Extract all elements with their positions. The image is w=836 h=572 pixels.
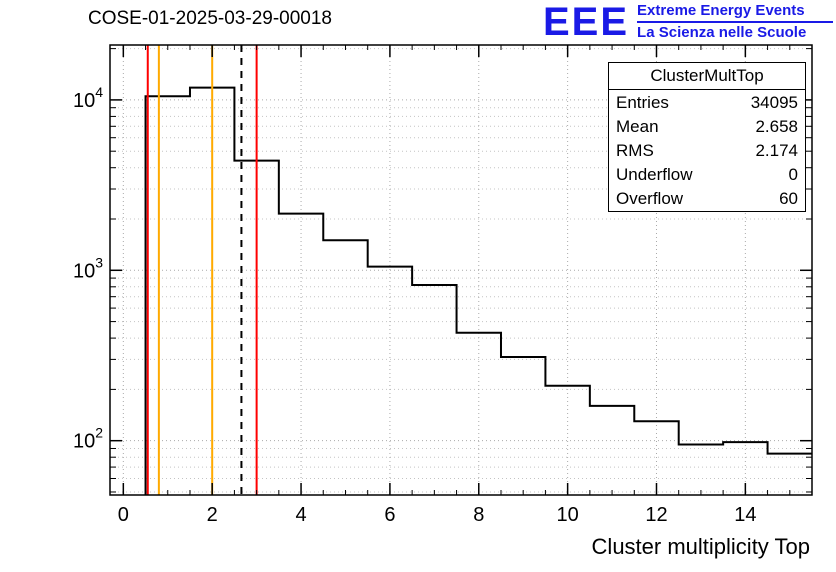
y-tick-labels: 102 103 104 bbox=[73, 84, 103, 453]
x-tick-label: 2 bbox=[207, 504, 218, 526]
stats-rows: Entries 34095 Mean 2.658 RMS 2.174 Underflow 0 O… bbox=[609, 90, 805, 210]
y-tick-label: 102 bbox=[73, 425, 103, 453]
eee-logo-separator bbox=[637, 21, 834, 23]
stat-value: 2.658 bbox=[755, 116, 798, 136]
eee-logo: EEE Extreme Energy Events La Scienza nel… bbox=[543, 0, 834, 44]
threshold-lines bbox=[146, 45, 258, 495]
stat-row: RMS 2.174 bbox=[616, 139, 798, 162]
page-title: COSE-01-2025-03-29-00018 bbox=[88, 8, 332, 29]
x-tick-label: 6 bbox=[384, 504, 395, 526]
y-tick-label: 104 bbox=[73, 84, 103, 112]
x-tick-label: 0 bbox=[118, 504, 129, 526]
x-tick-label: 4 bbox=[295, 504, 306, 526]
axis-ticks bbox=[110, 45, 812, 495]
stat-label: Mean bbox=[616, 116, 659, 136]
stat-value: 34095 bbox=[750, 92, 798, 112]
eee-logo-acronym: EEE bbox=[543, 0, 630, 44]
x-tick-label: 12 bbox=[645, 504, 667, 526]
stat-label: Overflow bbox=[616, 188, 684, 208]
stat-row: Underflow 0 bbox=[616, 163, 798, 186]
stat-row: Mean 2.658 bbox=[616, 115, 798, 138]
stat-value: 60 bbox=[779, 188, 798, 208]
x-tick-labels: 0 2 4 6 8 10 12 14 bbox=[118, 504, 757, 526]
stat-label: Underflow bbox=[616, 164, 693, 184]
grid bbox=[110, 45, 812, 495]
eee-logo-line2: La Scienza nelle Scuole bbox=[637, 24, 807, 41]
eee-logo-line1: Extreme Energy Events bbox=[637, 2, 805, 19]
x-tick-label: 8 bbox=[473, 504, 484, 526]
stat-row: Entries 34095 bbox=[616, 91, 798, 114]
stat-value: 2.174 bbox=[755, 140, 798, 160]
stat-label: Entries bbox=[616, 92, 669, 112]
stats-box: ClusterMultTop Entries 34095 Mean 2.658 RMS 2… bbox=[608, 62, 806, 212]
x-tick-label: 10 bbox=[557, 504, 579, 526]
y-tick-label: 103 bbox=[73, 254, 103, 282]
stat-value: 0 bbox=[788, 164, 798, 184]
x-axis-label: Cluster multiplicity Top bbox=[591, 534, 810, 559]
eee-logo-text: Extreme Energy Events La Scienza nelle S… bbox=[637, 2, 834, 42]
stats-title: ClusterMultTop bbox=[609, 63, 805, 90]
stat-label: RMS bbox=[616, 140, 654, 160]
x-tick-label: 14 bbox=[734, 504, 756, 526]
histogram-series bbox=[144, 86, 812, 495]
stat-row: Overflow 60 bbox=[616, 187, 798, 210]
